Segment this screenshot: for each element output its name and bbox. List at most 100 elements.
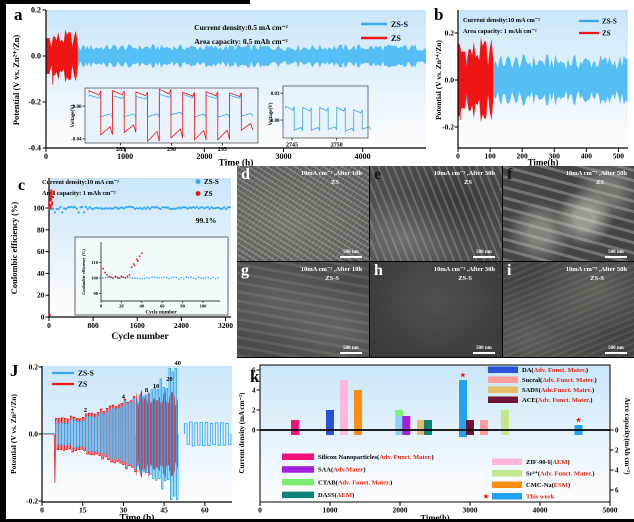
inset-y-tick: 0.00 bbox=[271, 119, 280, 124]
inset-x-tick: 20 bbox=[119, 304, 124, 309]
sem-scalebar: 500 nm bbox=[473, 250, 495, 258]
legend-label-zss: ZS-S bbox=[391, 20, 408, 29]
condition-annotation: Area capacity: 1 mAh cm⁻² bbox=[42, 190, 116, 197]
legend-swatch bbox=[492, 481, 522, 488]
comparison-bar-silicon-nanoparticles bbox=[291, 420, 299, 435]
sem-condition-label: 10mA cm⁻² ,After 10h bbox=[300, 170, 362, 177]
sem-image-grid: d 10mA cm⁻² ,After 10h ZS 500 nm e 10mA … bbox=[237, 166, 634, 358]
y-tick-label: 0.2 bbox=[31, 6, 41, 15]
x-tick-label: 500 bbox=[613, 152, 625, 161]
legend-label-zs: ZS bbox=[391, 34, 401, 43]
comparison-bar-ace bbox=[466, 420, 474, 435]
rate-label: 10 bbox=[153, 383, 160, 390]
condition-annotation: Current density:0.5 mA cm⁻² bbox=[194, 23, 288, 32]
rate-label: 20 bbox=[166, 376, 173, 383]
comparison-bar-cmc-na bbox=[354, 390, 362, 435]
sem-panel-d: d 10mA cm⁻² ,After 10h ZS 500 nm bbox=[237, 166, 369, 261]
inset-x-tick: 295 bbox=[218, 147, 227, 153]
x-tick-label: 45 bbox=[160, 506, 168, 515]
panel-letter: a bbox=[14, 5, 23, 24]
condition-annotation: Area capacity: 0.5 mAh cm⁻² bbox=[194, 37, 288, 46]
legend-label-zs: ZS bbox=[78, 380, 87, 389]
legend-entry-ctab: CTAB(Adv. Funct. Mater.) bbox=[318, 479, 392, 486]
y-tick-label: 60 bbox=[37, 247, 45, 256]
y-tick-label: 80 bbox=[37, 225, 45, 234]
left-y-tick: 2 bbox=[252, 407, 256, 415]
y-tick-label: -0.2 bbox=[26, 497, 38, 506]
sem-sample-label: ZS bbox=[596, 179, 604, 186]
comparison-bar-dass bbox=[424, 420, 432, 435]
inset-x-label: Cycle number bbox=[145, 310, 177, 316]
comparison-bar-zif-90-i bbox=[340, 380, 348, 435]
legend-entry-cmc-na: CMC-Na(ESM) bbox=[526, 482, 570, 489]
right-y-tick: 2 bbox=[615, 447, 619, 455]
voltage-profile bbox=[88, 88, 254, 143]
inset-y-tick: -0.04 bbox=[71, 138, 82, 143]
panel-k-chart: ★ ★ 0 2 4 6 0 2 4 6 0 1000 2000 3000 4000 5000 Time(h) Cu… bbox=[238, 364, 631, 522]
legend-entry-saa: SAA(Adv.Mater) bbox=[318, 467, 366, 474]
sem-panel-letter: f bbox=[507, 166, 513, 183]
legend-entry-sucral: Sucral(Adv. Funct. Mater.) bbox=[522, 377, 597, 384]
x-tick-label: 15 bbox=[79, 506, 87, 515]
sem-panel-letter: d bbox=[241, 166, 250, 183]
x-tick-label: 1000 bbox=[117, 152, 133, 161]
inset-x-tick: 285 bbox=[116, 147, 125, 153]
condition-annotation: Current density:10 mA cm⁻² bbox=[42, 179, 119, 186]
y-tick-label: 0.0 bbox=[31, 52, 41, 61]
inset-y-label: Voltage(V) bbox=[269, 102, 274, 125]
legend-entry-silicon-nanoparticles: Silicon Nanoparticles(Adv. Funct. Mater.… bbox=[318, 454, 434, 461]
comparison-bar-ctab bbox=[395, 410, 404, 416]
sem-sample-label: ZS bbox=[331, 179, 339, 186]
x-axis-label: Time (h) bbox=[120, 513, 155, 522]
y-tick-label: 0 bbox=[41, 313, 45, 322]
x-tick-label: 0 bbox=[40, 506, 44, 515]
inset-x-tick: 2750 bbox=[331, 143, 343, 149]
legend-swatch bbox=[488, 386, 518, 393]
inset-x-tick: 60 bbox=[160, 304, 165, 309]
y-axis-label: Potential (V vs. Zn²⁺/Zn) bbox=[9, 394, 18, 474]
x-tick-label: 3000 bbox=[463, 506, 478, 515]
sem-panel-letter: i bbox=[507, 262, 512, 279]
sem-panel-i: i 10mA cm⁻² ,After 50h ZS-S 500 nm bbox=[503, 262, 634, 357]
x-tick-label: 0 bbox=[44, 152, 48, 161]
legend-entry-this-work: This work bbox=[526, 494, 555, 501]
x-tick-label: 0 bbox=[47, 321, 51, 330]
comparison-bar-sucral bbox=[480, 420, 488, 435]
inset-y-tick: 90 bbox=[94, 291, 99, 296]
inset-y-label: Coulombic efficiency (%) bbox=[81, 249, 86, 295]
x-tick-label: 1000 bbox=[323, 506, 338, 515]
efficiency-note: 99.1% bbox=[196, 216, 217, 225]
comparison-bar-da bbox=[326, 410, 334, 435]
sem-scalebar: 500 nm bbox=[605, 346, 627, 354]
comparison-bar-sr- bbox=[501, 410, 509, 435]
condition-annotation: Current density:10 mA cm⁻² bbox=[463, 17, 540, 24]
y-tick-label: 20 bbox=[37, 291, 45, 300]
sem-sample-label: ZS-S bbox=[458, 275, 472, 282]
inset-x-tick: 80 bbox=[180, 304, 185, 309]
panel-a-cycling-0p5: 0.2 0.0 -0.2 -0.4 0 1000 2000 3000 4000 Time (h) P… bbox=[6, 2, 432, 166]
x-tick-label: 1600 bbox=[130, 321, 145, 330]
sem-panel-letter: h bbox=[374, 262, 383, 279]
y-tick-label: -0.4 bbox=[28, 144, 41, 153]
legend-swatch bbox=[488, 376, 518, 383]
x-tick-label: 800 bbox=[87, 321, 99, 330]
comparison-bar-this-work bbox=[459, 380, 467, 437]
sem-scalebar: 500 nm bbox=[340, 250, 362, 258]
legend-label-zss: ZS-S bbox=[204, 178, 219, 186]
x-tick-label: 4000 bbox=[355, 152, 371, 161]
legend-swatch bbox=[282, 466, 314, 473]
legend-entry-sads: SADS(Adv.Funct. Matre.) bbox=[522, 387, 594, 394]
noise-band bbox=[46, 44, 426, 68]
legend-entry-zif-90-i: ZIF-90-I(AEM) bbox=[526, 459, 570, 466]
legend-label-zs: ZS bbox=[602, 30, 611, 38]
y-tick-label: 0.2 bbox=[445, 29, 455, 38]
sem-scalebar: 500 nm bbox=[473, 346, 495, 354]
y-tick-label: 40 bbox=[37, 269, 45, 278]
inset-x-tick: 100 bbox=[200, 304, 208, 309]
panel-j-chart: 0.2 0.0 -0.20 15 30 45 60 Time (h) Potential (V … bbox=[9, 360, 232, 522]
panel-letter: k bbox=[250, 367, 260, 386]
panel-letter: b bbox=[434, 5, 443, 24]
inset-x-tick: 0 bbox=[100, 304, 103, 309]
legend-entry-dass: DASS(AEM) bbox=[318, 492, 354, 499]
